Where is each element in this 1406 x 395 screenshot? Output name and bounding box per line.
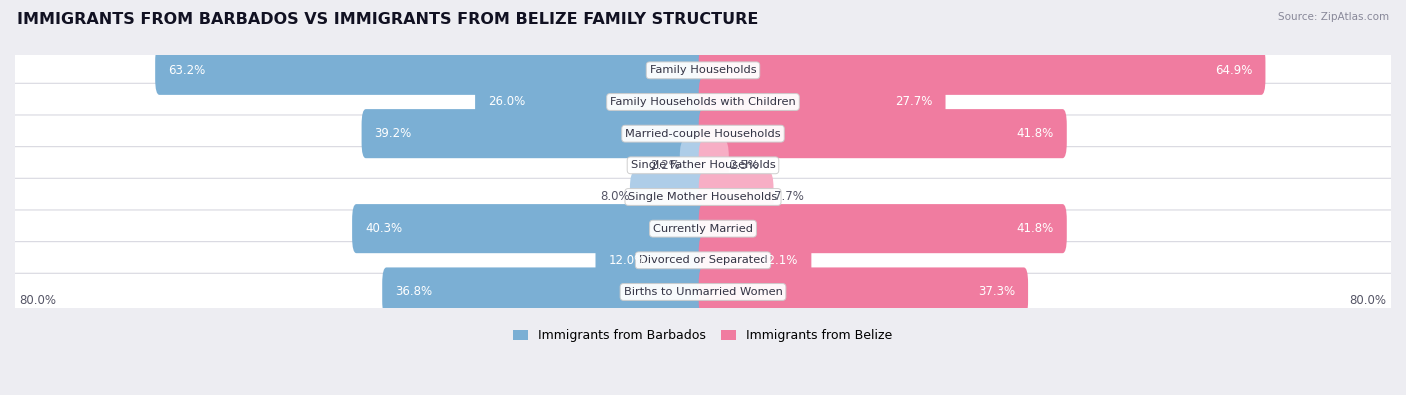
Text: Single Father Households: Single Father Households (631, 160, 775, 170)
FancyBboxPatch shape (699, 109, 1067, 158)
FancyBboxPatch shape (679, 141, 707, 190)
FancyBboxPatch shape (14, 210, 1392, 247)
Text: 12.0%: 12.0% (609, 254, 645, 267)
Text: 41.8%: 41.8% (1017, 222, 1054, 235)
FancyBboxPatch shape (352, 204, 707, 253)
FancyBboxPatch shape (475, 77, 707, 126)
FancyBboxPatch shape (361, 109, 707, 158)
FancyBboxPatch shape (155, 46, 707, 95)
Text: Currently Married: Currently Married (652, 224, 754, 234)
Text: 8.0%: 8.0% (600, 190, 630, 203)
FancyBboxPatch shape (699, 77, 945, 126)
FancyBboxPatch shape (699, 46, 1265, 95)
Text: Births to Unmarried Women: Births to Unmarried Women (624, 287, 782, 297)
FancyBboxPatch shape (14, 83, 1392, 121)
Text: 80.0%: 80.0% (20, 293, 56, 307)
Text: 63.2%: 63.2% (169, 64, 205, 77)
FancyBboxPatch shape (699, 173, 773, 222)
FancyBboxPatch shape (699, 267, 1028, 316)
Text: 41.8%: 41.8% (1017, 127, 1054, 140)
FancyBboxPatch shape (14, 178, 1392, 216)
FancyBboxPatch shape (630, 173, 707, 222)
Legend: Immigrants from Barbados, Immigrants from Belize: Immigrants from Barbados, Immigrants fro… (509, 324, 897, 347)
Text: 36.8%: 36.8% (395, 286, 432, 299)
Text: Family Households with Children: Family Households with Children (610, 97, 796, 107)
Text: 39.2%: 39.2% (374, 127, 412, 140)
Text: 7.7%: 7.7% (773, 190, 803, 203)
FancyBboxPatch shape (699, 141, 728, 190)
Text: 37.3%: 37.3% (979, 286, 1015, 299)
Text: 27.7%: 27.7% (896, 96, 932, 109)
FancyBboxPatch shape (596, 236, 707, 285)
FancyBboxPatch shape (699, 236, 811, 285)
Text: Source: ZipAtlas.com: Source: ZipAtlas.com (1278, 12, 1389, 22)
Text: 2.5%: 2.5% (728, 159, 759, 172)
Text: 40.3%: 40.3% (366, 222, 402, 235)
Text: IMMIGRANTS FROM BARBADOS VS IMMIGRANTS FROM BELIZE FAMILY STRUCTURE: IMMIGRANTS FROM BARBADOS VS IMMIGRANTS F… (17, 12, 758, 27)
FancyBboxPatch shape (699, 204, 1067, 253)
FancyBboxPatch shape (14, 115, 1392, 152)
Text: 80.0%: 80.0% (1350, 293, 1386, 307)
FancyBboxPatch shape (14, 273, 1392, 310)
FancyBboxPatch shape (14, 242, 1392, 279)
Text: 12.1%: 12.1% (761, 254, 799, 267)
Text: 2.2%: 2.2% (650, 159, 679, 172)
Text: Divorced or Separated: Divorced or Separated (638, 255, 768, 265)
Text: Single Mother Households: Single Mother Households (628, 192, 778, 202)
Text: 64.9%: 64.9% (1215, 64, 1253, 77)
Text: 26.0%: 26.0% (488, 96, 526, 109)
Text: Married-couple Households: Married-couple Households (626, 129, 780, 139)
Text: Family Households: Family Households (650, 65, 756, 75)
FancyBboxPatch shape (14, 52, 1392, 89)
FancyBboxPatch shape (14, 147, 1392, 184)
FancyBboxPatch shape (382, 267, 707, 316)
